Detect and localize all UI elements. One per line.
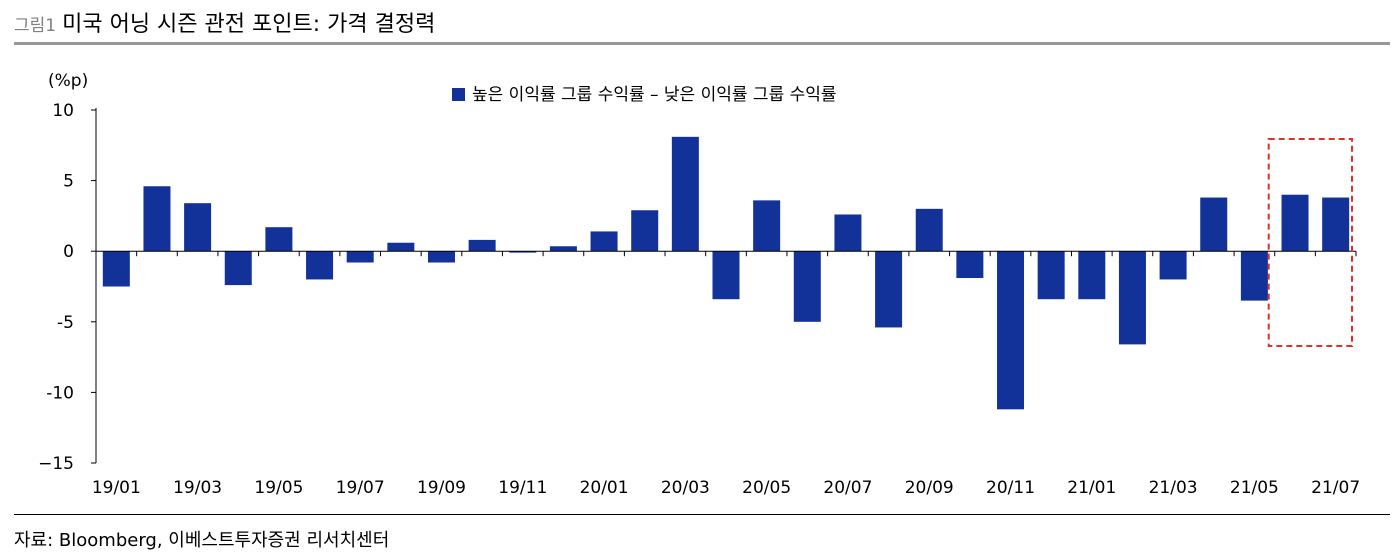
bar-19-03 xyxy=(184,203,212,252)
x-tick-label: 19/03 xyxy=(173,478,222,498)
x-tick-label: 19/05 xyxy=(254,478,303,498)
bar-20-08 xyxy=(875,251,903,328)
bar-21-02 xyxy=(1118,251,1146,345)
legend-swatch xyxy=(452,88,465,101)
x-tick-label: 20/07 xyxy=(823,478,872,498)
y-tick-label: 10 xyxy=(52,101,74,121)
bar-chart: (%p) 높은 이익률 그룹 수익률 – 낮은 이익률 그룹 수익률 10 5 0 -… xyxy=(38,71,1360,498)
bar-20-02 xyxy=(631,210,659,252)
x-tick-label: 19/07 xyxy=(336,478,385,498)
x-tick-label: 19/09 xyxy=(417,478,466,498)
y-axis-label: (%p) xyxy=(48,71,88,91)
bar-19-06 xyxy=(306,251,334,280)
bar-19-02 xyxy=(143,186,171,252)
legend-label: 높은 이익률 그룹 수익률 – 낮은 이익률 그룹 수익률 xyxy=(472,85,837,105)
x-tick-label: 20/01 xyxy=(580,478,629,498)
legend: 높은 이익률 그룹 수익률 – 낮은 이익률 그룹 수익률 xyxy=(452,85,837,105)
bar-19-01 xyxy=(102,251,130,287)
x-tick-label: 21/05 xyxy=(1230,478,1279,498)
footer-divider xyxy=(14,514,1390,515)
bar-19-11 xyxy=(509,251,537,253)
x-tick-label: 19/11 xyxy=(498,478,547,498)
x-tick-label: 20/03 xyxy=(661,478,710,498)
bar-20-03 xyxy=(671,136,699,252)
bar-20-01 xyxy=(590,231,618,252)
bar-20-04 xyxy=(712,251,740,300)
bar-19-09 xyxy=(427,251,455,263)
source-note: 자료: Bloomberg, 이베스트투자증권 리서치센터 xyxy=(14,530,390,551)
bar-20-07 xyxy=(834,214,862,252)
y-tick-label: 0 xyxy=(63,242,74,262)
bar-21-03 xyxy=(1159,251,1187,280)
bar-21-05 xyxy=(1240,251,1268,301)
bar-19-05 xyxy=(265,227,293,252)
figure-header: 그림1 미국 어닝 시즌 관전 포인트: 가격 결정력 xyxy=(14,6,435,38)
x-tick-label: 21/07 xyxy=(1311,478,1360,498)
x-tick-label: 19/01 xyxy=(92,478,141,498)
x-tick-label: 21/03 xyxy=(1149,478,1198,498)
x-tick-label: 20/05 xyxy=(742,478,791,498)
bar-20-12 xyxy=(1037,251,1065,300)
bar-20-11 xyxy=(997,251,1025,410)
y-tick-label: -10 xyxy=(46,383,74,403)
bar-19-04 xyxy=(224,251,252,286)
bar-21-06 xyxy=(1281,194,1309,252)
bar-21-01 xyxy=(1078,251,1106,300)
y-tick-label: −15 xyxy=(38,454,74,474)
figure-label: 그림1 xyxy=(14,16,57,36)
bar-20-05 xyxy=(753,200,781,252)
bar-20-06 xyxy=(793,251,821,322)
highlight-box xyxy=(1267,138,1354,347)
bar-20-10 xyxy=(956,251,984,279)
bar-21-04 xyxy=(1200,197,1228,252)
y-tick-label: -5 xyxy=(57,313,74,333)
bar-19-12 xyxy=(549,246,577,252)
x-tick-label: 20/09 xyxy=(905,478,954,498)
y-tick-label: 5 xyxy=(63,172,74,192)
figure-title: 미국 어닝 시즌 관전 포인트: 가격 결정력 xyxy=(62,12,436,37)
bar-19-10 xyxy=(468,239,496,252)
x-tick-label: 21/01 xyxy=(1067,478,1116,498)
bar-19-07 xyxy=(346,251,374,263)
bar-21-07 xyxy=(1322,197,1350,252)
bar-19-08 xyxy=(387,242,415,252)
bar-20-09 xyxy=(915,208,943,252)
title-divider xyxy=(14,42,1390,45)
x-tick-label: 20/11 xyxy=(986,478,1035,498)
